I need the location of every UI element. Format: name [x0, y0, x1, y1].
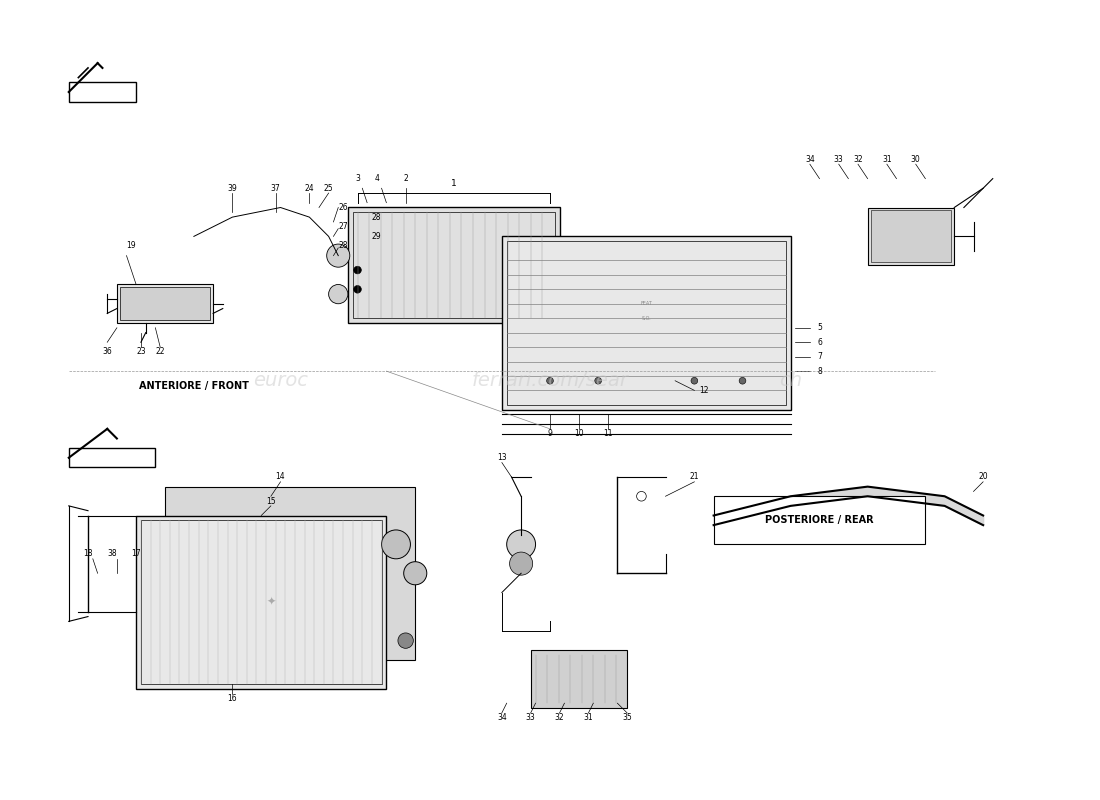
Circle shape [739, 378, 746, 384]
Text: ✦: ✦ [266, 597, 276, 607]
Text: 30: 30 [911, 155, 921, 164]
Text: 32: 32 [854, 155, 862, 164]
Text: 2: 2 [404, 174, 408, 183]
Text: 3: 3 [355, 174, 360, 183]
Circle shape [329, 285, 348, 304]
Text: 4: 4 [374, 174, 379, 183]
Circle shape [509, 552, 532, 575]
Polygon shape [69, 448, 155, 467]
Text: ANTERIORE / FRONT: ANTERIORE / FRONT [139, 381, 249, 390]
Circle shape [382, 530, 410, 559]
Circle shape [404, 562, 427, 585]
Bar [868, 207, 955, 266]
Text: 25: 25 [323, 184, 333, 193]
Text: 1: 1 [451, 179, 456, 188]
Text: 33: 33 [526, 713, 536, 722]
Bar [502, 236, 791, 410]
Text: 9: 9 [548, 429, 552, 438]
Text: 26: 26 [339, 203, 348, 212]
Text: 34: 34 [805, 155, 815, 164]
Text: 38: 38 [108, 550, 117, 558]
Bar [353, 212, 554, 318]
Circle shape [398, 633, 414, 648]
Text: 37: 37 [271, 184, 281, 193]
Text: 13: 13 [497, 454, 507, 462]
Text: 21: 21 [690, 473, 700, 482]
Text: 12: 12 [700, 386, 708, 395]
Polygon shape [69, 82, 136, 102]
Bar [165, 486, 416, 660]
Bar [714, 496, 925, 544]
Text: 15: 15 [266, 497, 276, 506]
Text: 18: 18 [84, 550, 92, 558]
Text: 17: 17 [131, 550, 141, 558]
Text: 11: 11 [603, 429, 613, 438]
Text: 20: 20 [978, 473, 988, 482]
Text: POSTERIORE / REAR: POSTERIORE / REAR [766, 515, 873, 526]
Text: 23: 23 [136, 347, 146, 356]
Text: eurос: eurос [253, 371, 308, 390]
Text: 31: 31 [584, 713, 593, 722]
Circle shape [353, 266, 361, 274]
Circle shape [507, 530, 536, 559]
Text: ch: ch [779, 371, 802, 390]
Bar [120, 287, 210, 320]
Text: 8: 8 [817, 366, 822, 376]
Text: 39: 39 [228, 184, 238, 193]
Text: 24: 24 [305, 184, 315, 193]
Text: 27: 27 [339, 222, 348, 231]
Text: 35: 35 [623, 713, 631, 722]
Bar [870, 210, 952, 262]
Bar [136, 515, 386, 689]
Text: 7: 7 [817, 352, 822, 361]
Text: 33: 33 [834, 155, 844, 164]
Text: 10: 10 [574, 429, 584, 438]
Text: 34: 34 [497, 713, 507, 722]
Text: 16: 16 [228, 694, 238, 703]
Bar [348, 207, 560, 323]
Text: 32: 32 [554, 713, 564, 722]
Bar [117, 285, 213, 323]
Text: FEAT: FEAT [640, 302, 652, 306]
Circle shape [353, 286, 361, 293]
Text: 28: 28 [372, 213, 382, 222]
Bar [507, 241, 785, 405]
Circle shape [691, 378, 697, 384]
Text: 31: 31 [882, 155, 892, 164]
Text: 36: 36 [102, 347, 112, 356]
Bar [141, 520, 382, 684]
Text: 28: 28 [339, 242, 348, 250]
Text: 22: 22 [155, 347, 165, 356]
Circle shape [327, 244, 350, 267]
Circle shape [595, 378, 602, 384]
Text: S.O.: S.O. [641, 316, 651, 321]
Bar [530, 650, 627, 708]
Text: 14: 14 [276, 473, 285, 482]
Text: ferrari.com/sear: ferrari.com/sear [472, 371, 628, 390]
Text: 5: 5 [817, 323, 822, 332]
Text: 6: 6 [817, 338, 822, 346]
Text: 29: 29 [372, 232, 382, 241]
Circle shape [547, 378, 553, 384]
Text: 19: 19 [126, 242, 136, 250]
